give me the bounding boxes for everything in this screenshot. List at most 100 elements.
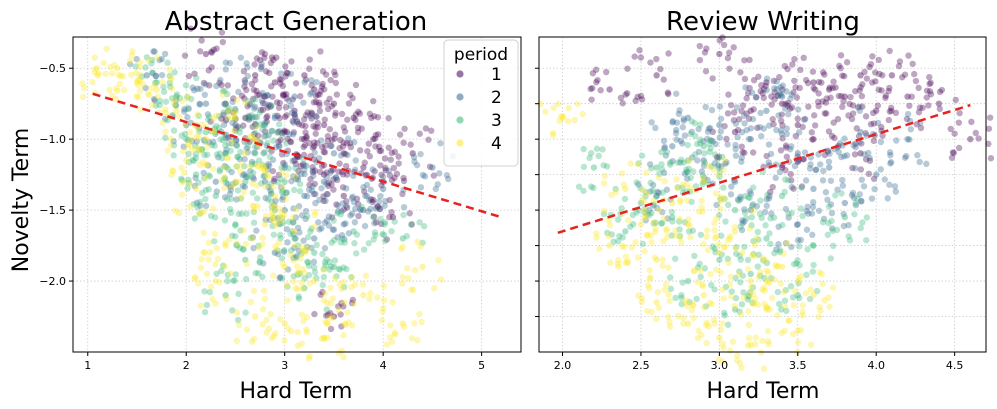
legend-title: period [454, 45, 508, 65]
data-point [635, 292, 642, 299]
data-point [271, 114, 279, 122]
data-point [704, 128, 712, 135]
data-point [589, 70, 597, 77]
data-point [410, 153, 418, 161]
data-point [287, 138, 294, 145]
data-point [827, 177, 835, 184]
data-point [764, 278, 771, 286]
data-point [916, 104, 924, 111]
data-point [716, 134, 723, 141]
data-point [320, 334, 328, 342]
data-point [251, 96, 259, 103]
data-point [418, 318, 425, 326]
data-point [250, 287, 258, 295]
data-point [280, 159, 287, 167]
data-point [399, 235, 407, 242]
data-point [938, 86, 946, 94]
data-point [324, 321, 331, 328]
data-point [237, 194, 245, 202]
data-point [192, 274, 199, 281]
data-point [755, 251, 762, 259]
data-point [750, 207, 757, 215]
data-point [331, 274, 339, 282]
data-point [404, 264, 411, 272]
data-point [213, 151, 221, 158]
data-point [338, 323, 345, 330]
data-point [815, 313, 823, 321]
data-point [777, 147, 785, 154]
data-point [284, 266, 292, 273]
data-point [267, 102, 275, 109]
data-point [252, 113, 259, 121]
data-point [717, 269, 724, 276]
data-point [312, 98, 320, 106]
data-point [651, 254, 659, 261]
data-point [367, 196, 375, 203]
data-point [723, 159, 730, 166]
data-point [306, 56, 313, 63]
data-point [372, 219, 380, 226]
data-point [202, 135, 210, 143]
data-point [794, 121, 801, 129]
data-point [586, 154, 593, 162]
data-point [313, 113, 320, 121]
data-point [718, 163, 725, 170]
data-point [732, 243, 740, 251]
data-point [290, 219, 297, 226]
data-point [307, 91, 314, 98]
data-point [796, 129, 803, 136]
data-point [748, 222, 755, 229]
data-point [781, 327, 789, 335]
data-point [378, 220, 385, 228]
data-point [290, 173, 297, 180]
data-point [168, 95, 176, 102]
data-point [330, 150, 338, 157]
data-point [349, 322, 356, 329]
data-point [631, 53, 638, 60]
data-point [642, 213, 649, 221]
data-point [210, 115, 217, 122]
data-point [877, 138, 885, 146]
data-point [432, 185, 439, 193]
data-point [698, 331, 705, 339]
data-point [650, 201, 658, 208]
data-point [187, 25, 194, 32]
data-point [824, 148, 832, 155]
data-point [184, 185, 191, 192]
data-point [336, 266, 344, 273]
data-point [267, 187, 274, 194]
data-point [825, 158, 833, 165]
data-point [345, 135, 352, 142]
data-point [720, 41, 728, 49]
data-point [827, 255, 835, 262]
data-point [294, 176, 302, 183]
data-point [283, 139, 290, 147]
data-point [759, 90, 766, 97]
data-point [137, 106, 145, 113]
data-point [856, 107, 864, 115]
data-point [805, 210, 812, 217]
data-point [262, 212, 270, 220]
data-point [243, 260, 251, 268]
data-point [747, 341, 754, 349]
data-point [378, 182, 385, 189]
data-point [388, 149, 396, 157]
data-point [343, 198, 350, 205]
data-point [299, 285, 306, 292]
data-point [264, 92, 271, 99]
data-point [302, 207, 310, 215]
data-point [630, 220, 637, 228]
data-point [198, 256, 205, 263]
data-point [227, 209, 235, 216]
data-point [661, 143, 668, 151]
data-point [774, 92, 781, 99]
data-point [323, 173, 331, 181]
data-point [201, 138, 209, 145]
data-point [211, 125, 218, 132]
data-point [417, 184, 425, 191]
data-point [695, 148, 703, 156]
data-point [700, 174, 707, 181]
data-point [738, 143, 745, 150]
data-point [207, 118, 214, 125]
data-point [769, 116, 776, 123]
